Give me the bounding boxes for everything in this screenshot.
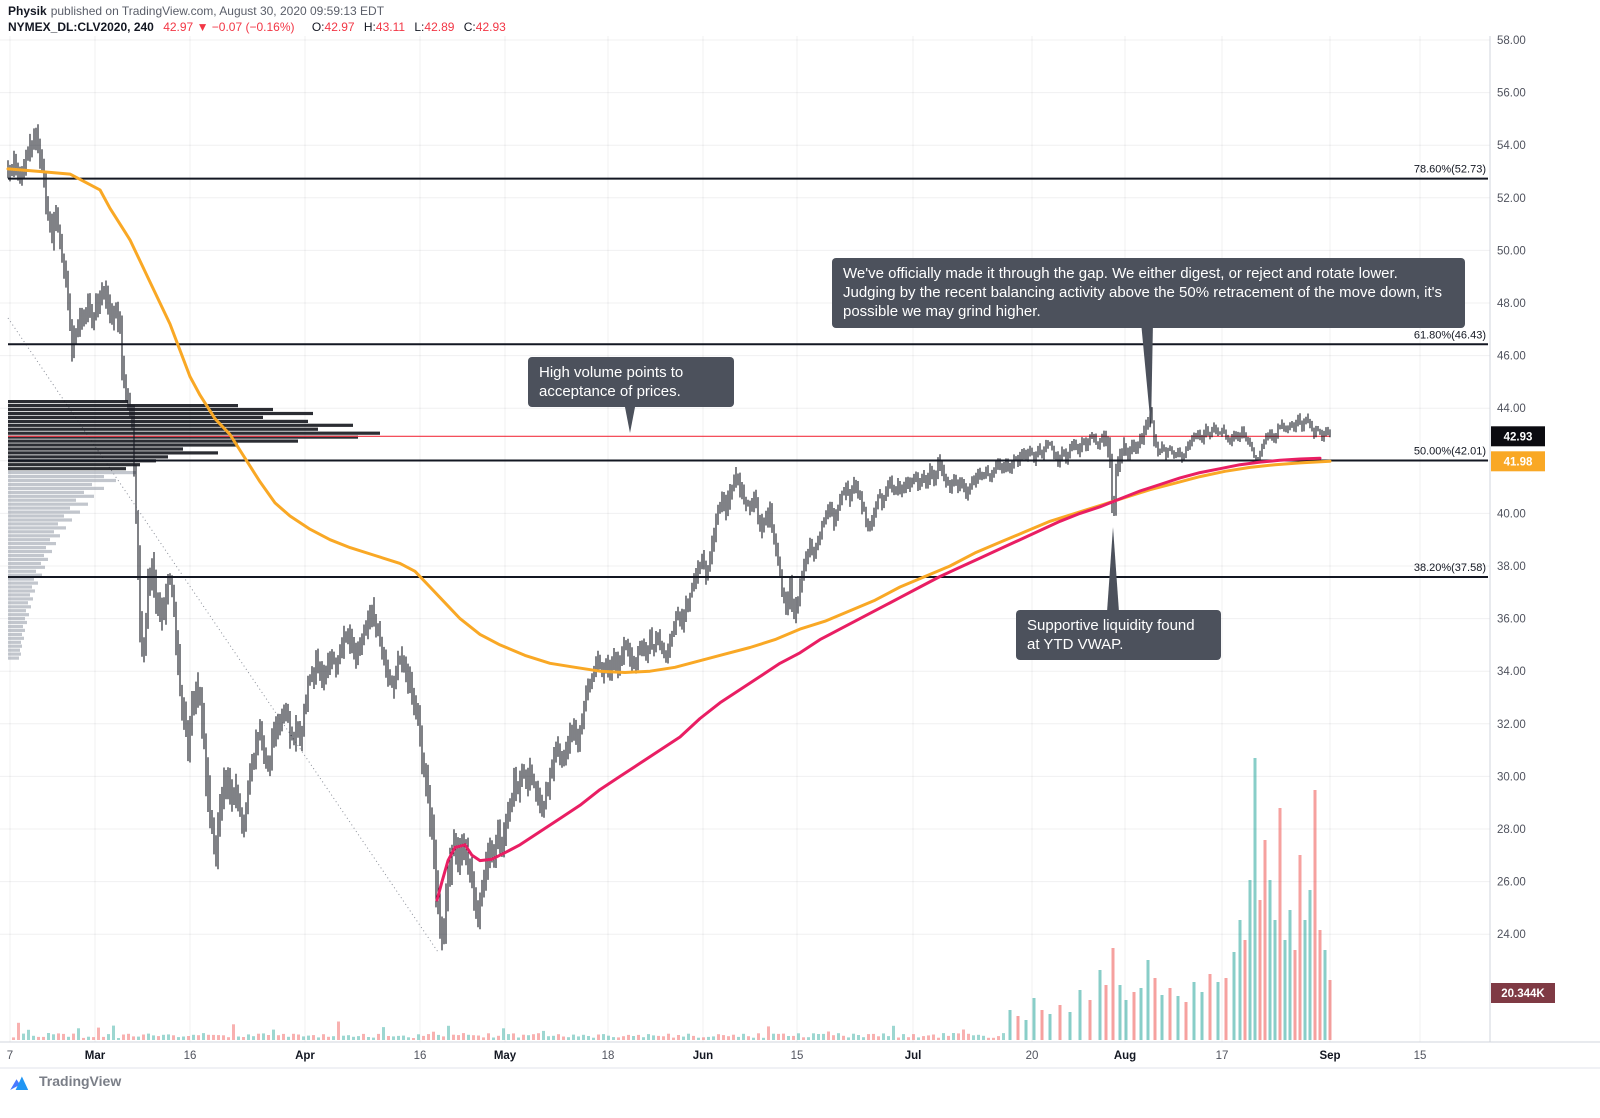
time-axis-label: 20 xyxy=(1026,1050,1039,1062)
price-axis-label: 46.00 xyxy=(1497,351,1526,363)
time-axis-label: 7 xyxy=(7,1050,13,1062)
fib-retracement[interactable]: 78.60%(52.73) 61.80%(46.43) 50.00%(42.01) 3… xyxy=(8,164,1488,578)
price-axis-label: 24.00 xyxy=(1497,929,1526,941)
time-axis-label: Aug xyxy=(1114,1050,1136,1062)
anchored-vwap-line[interactable] xyxy=(6,167,1332,674)
price-axis-label: 58.00 xyxy=(1497,35,1526,47)
volume-bars xyxy=(12,758,1332,1040)
price-axis-label: 34.00 xyxy=(1497,666,1526,678)
volume-profile xyxy=(8,400,380,660)
price-axis-label: 36.00 xyxy=(1497,614,1526,626)
high-value: 43.11 xyxy=(375,20,406,34)
time-axis-label: 15 xyxy=(1414,1050,1427,1062)
callout-gap-note[interactable]: We've officially made it through the gap… xyxy=(832,258,1465,328)
fib-level-label: 38.20%(37.58) xyxy=(1414,562,1486,574)
close-value: 42.93 xyxy=(475,20,506,34)
ohlc-values: O:42.97 H:43.11 L:42.89 C:42.93 xyxy=(306,20,506,34)
last-price: 42.97 xyxy=(163,20,194,34)
author-name[interactable]: Physik xyxy=(8,4,47,18)
price-axis-label: 50.00 xyxy=(1497,245,1526,257)
time-axis-label: Jun xyxy=(693,1050,713,1062)
time-axis-label: Mar xyxy=(85,1050,106,1062)
volume-badge-text: 20.344K xyxy=(1501,988,1545,1000)
price-change: ▼ −0.07 (−0.16%) xyxy=(196,20,295,34)
last-price-badge xyxy=(1491,426,1545,447)
price-axis-label: 56.00 xyxy=(1497,88,1526,100)
price-axis-label: 44.00 xyxy=(1497,403,1526,415)
publish-line: Physik published on TradingView.com, Augu… xyxy=(8,4,506,18)
low-value: 42.89 xyxy=(424,20,455,34)
price-axis-label: 38.00 xyxy=(1497,561,1526,573)
time-axis-label: 17 xyxy=(1216,1050,1229,1062)
callout-high-volume-note[interactable]: High volume points to acceptance of pric… xyxy=(528,357,734,408)
open-value: 42.97 xyxy=(324,20,355,34)
time-axis[interactable]: 7 Mar 16 Apr 16 May 18 Jun 15 Jul 20 Aug 17 Sep 15 xyxy=(7,1050,1427,1062)
fib-level-label: 78.60%(52.73) xyxy=(1414,164,1486,176)
time-axis-label: Jul xyxy=(905,1050,922,1062)
publish-info: published on TradingView.com, August 30,… xyxy=(50,4,385,18)
price-axis-label: 26.00 xyxy=(1497,877,1526,889)
price-axis-label: 32.00 xyxy=(1497,719,1526,731)
symbol-line: NYMEX_DL:CLV2020, 240 42.97 ▼ −0.07 (−0.… xyxy=(8,20,506,34)
footer: TradingView xyxy=(10,1072,121,1090)
callout-pointer xyxy=(1141,322,1153,428)
price-axis-label: 30.00 xyxy=(1497,771,1526,783)
volume-badge xyxy=(1491,983,1555,1003)
time-axis-label: May xyxy=(494,1050,517,1062)
grid xyxy=(0,36,1490,1042)
time-axis-label: Sep xyxy=(1319,1050,1340,1062)
open-label: O: xyxy=(311,20,325,34)
high-label: H: xyxy=(363,20,376,34)
ytd-vwap-line[interactable] xyxy=(435,456,1322,902)
price-axis[interactable]: 58.00 56.00 54.00 52.00 50.00 48.00 46.00 44.00… xyxy=(1491,35,1555,1003)
tradingview-brand-text[interactable]: TradingView xyxy=(39,1073,122,1089)
callout-pointer xyxy=(624,402,636,433)
time-axis-label: 15 xyxy=(791,1050,804,1062)
header: Physik published on TradingView.com, Augu… xyxy=(8,4,506,34)
tradingview-logo-icon[interactable] xyxy=(10,1072,32,1090)
last-price-badge-text: 42.93 xyxy=(1504,431,1533,443)
fib-level-label: 61.80%(46.43) xyxy=(1414,329,1486,341)
vwap-price-badge xyxy=(1491,451,1545,472)
candles-series[interactable] xyxy=(7,124,1331,951)
price-axis-label: 28.00 xyxy=(1497,824,1526,836)
time-axis-label: 18 xyxy=(602,1050,615,1062)
time-axis-label: Apr xyxy=(295,1050,315,1062)
price-axis-label: 40.00 xyxy=(1497,508,1526,520)
price-axis-label: 52.00 xyxy=(1497,193,1526,205)
fib-level-label: 50.00%(42.01) xyxy=(1414,446,1486,458)
callout-vwap-note[interactable]: Supportive liquidity found at YTD VWAP. xyxy=(1016,610,1221,661)
price-axis-label: 54.00 xyxy=(1497,140,1526,152)
time-axis-label: 16 xyxy=(184,1050,197,1062)
time-axis-label: 16 xyxy=(414,1050,427,1062)
callout-pointer xyxy=(1107,527,1119,612)
price-axis-label: 48.00 xyxy=(1497,298,1526,310)
low-label: L: xyxy=(414,20,425,34)
symbol-title[interactable]: NYMEX_DL:CLV2020, 240 xyxy=(8,20,154,34)
close-label: C: xyxy=(463,20,476,34)
vwap-price-badge-text: 41.98 xyxy=(1504,456,1533,468)
